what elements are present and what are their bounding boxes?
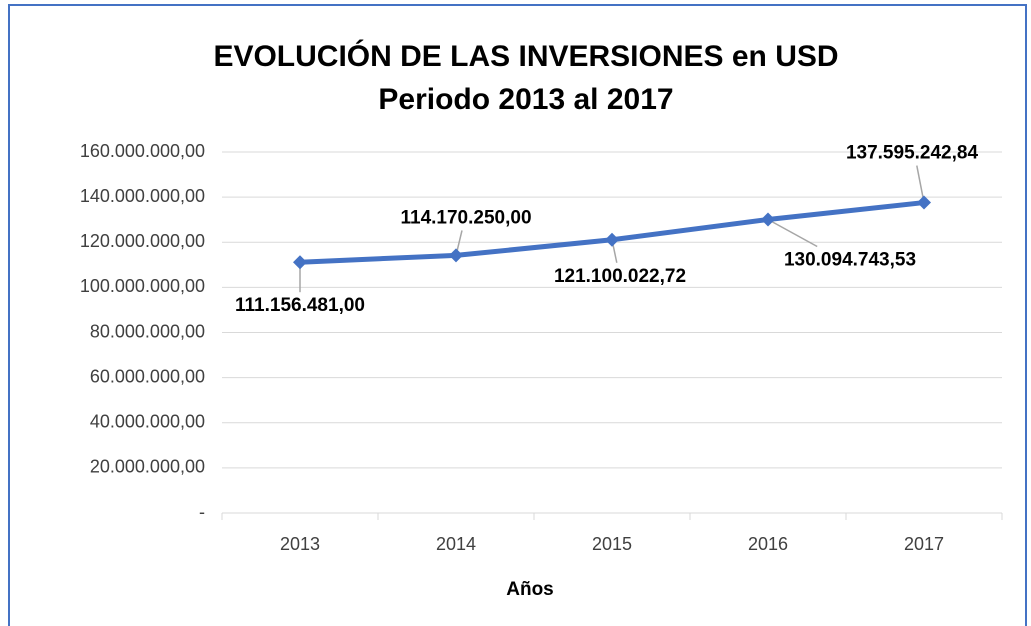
chart-title: EVOLUCIÓN DE LAS INVERSIONES en USD — [213, 39, 838, 73]
data-label: 130.094.743,53 — [784, 249, 916, 270]
y-tick-label: 100.000.000,00 — [80, 276, 205, 296]
data-label: 114.170.250,00 — [400, 207, 531, 228]
data-label: 137.595.242,84 — [846, 143, 979, 164]
x-tick-label: 2017 — [904, 534, 944, 554]
x-tick-label: 2014 — [436, 534, 476, 554]
x-axis-label: Años — [506, 579, 554, 600]
leader-line — [767, 218, 818, 248]
y-tick-label: 120.000.000,00 — [80, 231, 205, 251]
y-tick-label: 60.000.000,00 — [90, 366, 205, 386]
x-tick-label: 2013 — [280, 534, 320, 554]
marker — [761, 212, 775, 227]
data-label: 111.156.481,00 — [235, 295, 365, 316]
y-tick-label: - — [199, 502, 205, 522]
y-tick-label: 160.000.000,00 — [80, 141, 205, 161]
chart-frame — [8, 4, 1027, 626]
y-tick-label: 40.000.000,00 — [90, 412, 205, 432]
marker — [293, 255, 307, 270]
marker — [449, 248, 463, 263]
y-tick-label: 20.000.000,00 — [90, 457, 205, 477]
chart-subtitle: Periodo 2013 al 2017 — [378, 83, 673, 116]
marker — [605, 232, 619, 247]
y-tick-label: 80.000.000,00 — [90, 321, 205, 341]
data-label: 121.100.022,72 — [554, 266, 686, 287]
x-tick-label: 2016 — [748, 534, 788, 554]
x-tick-label: 2015 — [592, 534, 632, 554]
leader-line — [916, 165, 925, 203]
marker — [917, 195, 931, 210]
y-tick-label: 140.000.000,00 — [80, 186, 205, 206]
